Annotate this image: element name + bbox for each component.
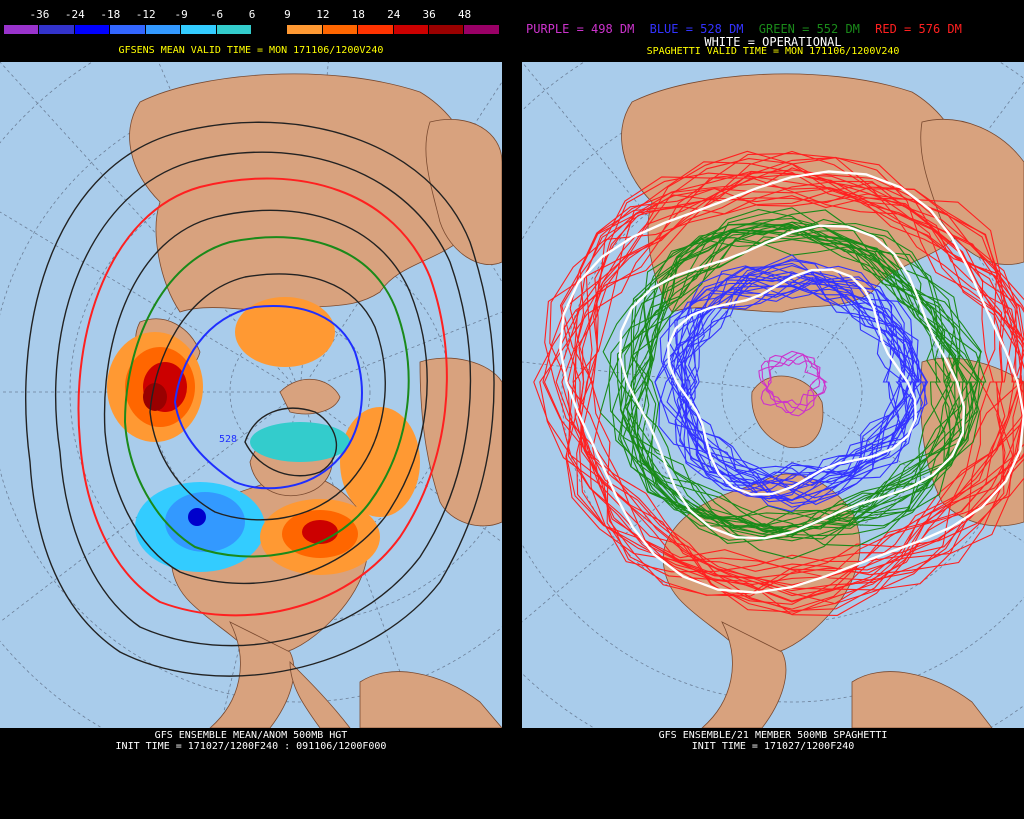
- ensemble-member-contour: [630, 225, 982, 535]
- left-valid-time: GFSENS MEAN VALID TIME = MON 171106/1200…: [118, 45, 384, 56]
- operational-legend: WHITE = OPERATIONAL: [704, 35, 842, 49]
- ensemble-member-contour: [674, 280, 917, 508]
- ensemble-member-contour: [626, 209, 964, 521]
- colorbar-swatch: [464, 25, 500, 34]
- ensemble-member-contour: [559, 182, 1024, 616]
- ensemble-member-contour: [549, 181, 1024, 605]
- ensemble-member-contour: [617, 224, 980, 535]
- ensemble-member-contour: [599, 229, 951, 534]
- anomaly-shading: [107, 297, 420, 575]
- ensemble-member-contour: [684, 273, 929, 503]
- right-footer-line1: GFS ENSEMBLE/21 MEMBER 500MB SPAGHETTI: [658, 730, 888, 741]
- ensemble-member-contour: [565, 156, 1024, 574]
- colorbar-tick-label: -36: [29, 8, 50, 21]
- ensemble-member-contour: [533, 171, 1005, 592]
- ensemble-member-contour: [681, 262, 920, 491]
- ensemble-member-contour: [765, 354, 828, 414]
- colorbar-labels: -36 -24 -18 -12 -9 -6 6 9 12 18 24 36 48: [4, 8, 500, 22]
- left-footer-line2: INIT TIME = 171027/1200F240 : 091106/120…: [115, 741, 387, 752]
- contour-label: 528: [219, 434, 237, 445]
- colorbar-tick-label: -12: [135, 8, 156, 21]
- ensemble-member-contour: [636, 224, 987, 532]
- legend-purple: PURPLE = 498 DM: [526, 22, 635, 36]
- ensemble-member-contour: [611, 222, 963, 540]
- colorbar-tick-label: -9: [174, 8, 188, 21]
- ensemble-member-contour: [641, 237, 981, 542]
- colorbar-swatch: [145, 25, 182, 34]
- colorbar-tick-label: -24: [64, 8, 85, 21]
- panel-divider: [502, 0, 522, 819]
- contour-legend: PURPLE = 498 DM BLUE = 528 DM GREEN = 55…: [526, 22, 1024, 36]
- ensemble-member-contour: [626, 224, 971, 540]
- operational-contour: [559, 170, 1024, 594]
- ensemble-member-contour: [620, 218, 957, 547]
- legend-red: RED = 576 DM: [875, 22, 962, 36]
- ensemble-member-contour: [602, 235, 961, 537]
- ensemble-member-contour: [630, 222, 968, 544]
- ensemble-member-contour: [608, 221, 946, 532]
- ensemble-member-contour: [567, 188, 1021, 613]
- legend-green: GREEN = 552 DM: [758, 22, 860, 36]
- ensemble-member-contour: [662, 285, 913, 502]
- operational-contour: [618, 224, 966, 540]
- spaghetti-contours: [533, 150, 1024, 616]
- colorbar-swatch: [216, 25, 252, 34]
- colorbar-swatch: [287, 25, 323, 34]
- colorbar-swatch: [322, 25, 359, 34]
- ensemble-member-contour: [659, 273, 915, 499]
- colorbar-swatch: [39, 25, 75, 34]
- right-valid-time: SPAGHETTI VALID TIME = MON 171106/1200V2…: [646, 46, 900, 57]
- operational-contour: [666, 268, 918, 496]
- ensemble-member-contour: [758, 352, 821, 413]
- ensemble-member-contour: [569, 187, 1024, 603]
- colorbar-swatch: [393, 25, 430, 34]
- spaghetti-panel: PURPLE = 498 DM BLUE = 528 DM GREEN = 55…: [522, 0, 1024, 819]
- colorbar-swatch: [110, 25, 146, 34]
- colorbar-tick-label: 12: [316, 8, 330, 21]
- colorbar-swatch: [251, 25, 288, 34]
- colorbar-tick-label: 18: [351, 8, 365, 21]
- legend-blue: BLUE = 528 DM: [649, 22, 744, 36]
- colorbar-tick-label: 48: [457, 8, 472, 21]
- colorbar-tick-label: 36: [422, 8, 436, 21]
- ensemble-member-contour: [543, 150, 1006, 576]
- colorbar-swatch: [429, 25, 465, 34]
- mean-anomaly-panel: -36 -24 -18 -12 -9 -6 6 9 12 18 24 36 48 GFSENS MEAN…: [0, 0, 502, 819]
- ensemble-member-contour: [654, 271, 907, 485]
- ensemble-member-contour: [760, 350, 826, 407]
- ensemble-member-contour: [631, 207, 961, 527]
- colorbar-swatch: [4, 25, 40, 34]
- colorbar-tick-label: 9: [284, 8, 291, 21]
- ensemble-member-contour: [577, 153, 1023, 573]
- ensemble-member-contour: [670, 265, 910, 506]
- right-map: [522, 62, 1024, 728]
- ensemble-member-contour: [760, 354, 821, 417]
- left-map: 528: [0, 62, 502, 728]
- ensemble-member-contour: [574, 150, 1024, 596]
- right-footer-line2: INIT TIME = 171027/1200F240: [691, 741, 855, 752]
- colorbar-tick-label: 24: [387, 8, 401, 21]
- ensemble-member-contour: [542, 195, 1007, 615]
- colorbar-tick-label: -6: [209, 8, 224, 21]
- colorbar-swatch: [181, 25, 217, 34]
- height-contours: [25, 121, 495, 677]
- ensemble-member-contour: [654, 277, 900, 501]
- colorbar-tick-label: -18: [100, 8, 121, 21]
- ensemble-member-contour: [576, 170, 1024, 586]
- colorbar-tick-label: 6: [248, 8, 256, 21]
- colorbar-swatch: [358, 25, 394, 34]
- ensemble-member-contour: [572, 158, 1024, 597]
- colorbar-swatch: [74, 25, 111, 34]
- ensemble-member-contour: [674, 274, 926, 493]
- colorbar: [4, 25, 500, 34]
- ensemble-member-contour: [616, 217, 952, 522]
- ensemble-member-contour: [579, 172, 1024, 602]
- left-footer-line1: GFS ENSEMBLE MEAN/ANOM 500MB HGT: [154, 730, 348, 741]
